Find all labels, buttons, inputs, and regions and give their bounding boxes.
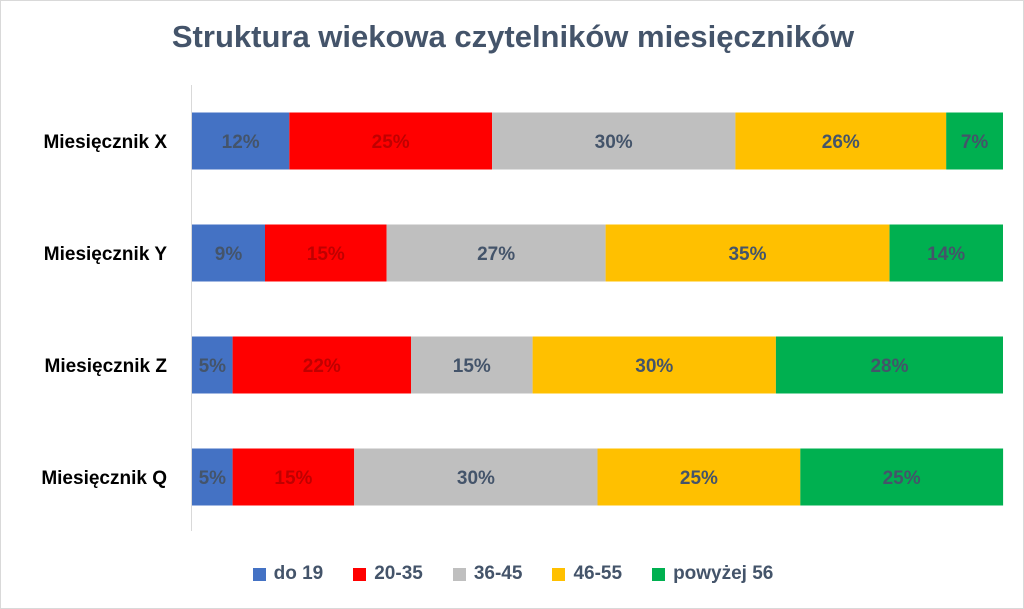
- bars-group: 12% 25% 30% 26% 7% 9% 15% 27% 35% 14% 5% 22% 15% 30% 2…: [192, 112, 1004, 506]
- data-label: 28%: [870, 356, 908, 377]
- data-label: 30%: [595, 132, 633, 153]
- legend-item: powyżej 56: [652, 563, 773, 585]
- category-label: Miesięcznik Y: [44, 244, 168, 265]
- data-label: 5%: [199, 356, 227, 377]
- category-labels: Miesięcznik X Miesięcznik Y Miesięcznik Z M…: [41, 132, 167, 489]
- bar-segment: [192, 448, 233, 506]
- data-label: 27%: [477, 244, 515, 265]
- bar-segment: [192, 224, 265, 282]
- data-label: 12%: [222, 132, 260, 153]
- legend-swatch: [652, 567, 666, 581]
- legend: do 19 20-35 36-45 46-55 powyżej 56: [1, 563, 1024, 585]
- legend-swatch: [353, 567, 367, 581]
- data-label: 15%: [274, 468, 312, 489]
- category-label: Miesięcznik Z: [45, 356, 168, 377]
- data-label: 25%: [372, 132, 410, 153]
- bar-segment: [289, 112, 493, 170]
- chart-title: Struktura wiekowa czytelników miesięczni…: [171, 19, 855, 54]
- bar-segment: [232, 448, 355, 506]
- legend-swatch: [252, 567, 266, 581]
- data-label: 9%: [215, 244, 243, 265]
- data-label: 14%: [927, 244, 965, 265]
- data-label: 25%: [883, 468, 921, 489]
- legend-swatch: [452, 567, 466, 581]
- category-label: Miesięcznik Q: [41, 468, 167, 489]
- bar-segment: [354, 448, 598, 506]
- data-label: 22%: [303, 356, 341, 377]
- bar-segment: [889, 224, 1003, 282]
- legend-label: 36-45: [473, 563, 523, 584]
- data-label: 25%: [680, 468, 718, 489]
- data-label: 26%: [822, 132, 860, 153]
- data-label: 5%: [199, 468, 227, 489]
- plot-area: 12% 25% 30% 26% 7% 9% 15% 27% 35% 14% 5% 22% 15% 30% 2…: [41, 85, 1004, 531]
- legend-label: powyżej 56: [673, 563, 774, 584]
- bar-segment: [411, 336, 533, 394]
- bar-segment: [265, 224, 387, 282]
- data-label: 35%: [728, 244, 766, 265]
- legend-label: do 19: [273, 563, 324, 584]
- bar-segment: [735, 112, 947, 170]
- data-label: 30%: [635, 356, 673, 377]
- bar-segment: [597, 448, 801, 506]
- bar-segment: [532, 336, 776, 394]
- legend-label: 20-35: [374, 563, 423, 584]
- legend-item: 20-35: [353, 563, 423, 585]
- bar-segment: [775, 336, 1003, 394]
- bar-segment: [232, 336, 411, 394]
- bar-segment: [800, 448, 1004, 506]
- bar-segment: [192, 336, 233, 394]
- data-label: 15%: [453, 356, 491, 377]
- bar-segment: [946, 112, 1003, 170]
- bar-segment: [605, 224, 890, 282]
- legend-item: do 19: [252, 563, 324, 585]
- legend-item: 36-45: [452, 563, 523, 585]
- data-label: 7%: [961, 132, 989, 153]
- data-label: 30%: [457, 468, 495, 489]
- legend-label: 46-55: [573, 563, 623, 584]
- category-label: Miesięcznik X: [43, 132, 167, 153]
- bar-segment: [386, 224, 606, 282]
- legend-item: 46-55: [552, 563, 622, 585]
- bar-segment: [192, 112, 290, 170]
- data-label: 15%: [307, 244, 345, 265]
- legend-swatch: [552, 567, 566, 581]
- bar-segment: [492, 112, 736, 170]
